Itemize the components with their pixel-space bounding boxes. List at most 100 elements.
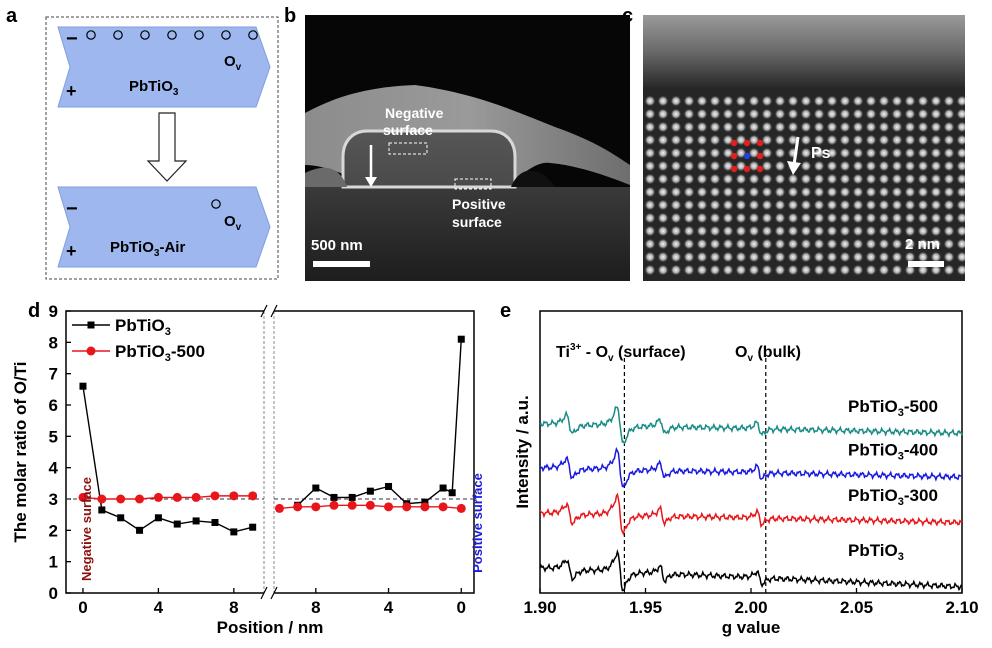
data-point-0 bbox=[330, 493, 338, 501]
legend-label: PbTiO3 bbox=[115, 316, 171, 338]
oxygen-vacancy-bottom bbox=[211, 199, 221, 209]
y-axis-label: The molar ratio of O/Ti bbox=[11, 361, 30, 542]
break-mark bbox=[260, 304, 268, 318]
series-line-0-right bbox=[297, 339, 462, 506]
y-tick-label: 8 bbox=[49, 333, 58, 352]
annotation-surface: Ti3+ - Ov (surface) bbox=[556, 342, 686, 364]
data-point-0 bbox=[136, 526, 144, 534]
plus-sign-bottom: + bbox=[66, 241, 77, 261]
legend-label: PbTiO3-500 bbox=[115, 342, 205, 364]
unit-cell-overlay bbox=[730, 139, 764, 173]
minus-sign-bottom: − bbox=[66, 198, 78, 220]
data-point-1 bbox=[293, 502, 303, 512]
spectrum-1 bbox=[539, 492, 963, 536]
x-tick-label: 0 bbox=[78, 598, 87, 617]
data-point-1 bbox=[311, 502, 321, 512]
negative-surface-annotation: Negative surface bbox=[79, 477, 94, 581]
x-tick-label: 0 bbox=[457, 598, 466, 617]
spectrum-label-2: PbTiO3-400 bbox=[848, 441, 938, 463]
atom-lattice bbox=[644, 95, 965, 276]
minus-sign-top: − bbox=[66, 28, 78, 50]
oxygen-vacancies-top bbox=[86, 30, 258, 40]
spectrum-label-1: PbTiO3-300 bbox=[848, 486, 938, 508]
scale-bar-label-c: 2 nm bbox=[905, 236, 940, 253]
spectrum-2 bbox=[539, 446, 963, 488]
data-point-1 bbox=[248, 491, 258, 501]
x-tick-label: 2.10 bbox=[945, 598, 978, 617]
data-point-0 bbox=[312, 484, 320, 492]
ov-label-top: Ov bbox=[224, 53, 242, 73]
legend-marker bbox=[87, 321, 95, 329]
data-point-1 bbox=[329, 500, 339, 510]
ov-label-bottom: Ov bbox=[224, 213, 242, 233]
data-point-1 bbox=[210, 491, 220, 501]
x-tick-label: 1.90 bbox=[523, 598, 556, 617]
positive-surface-annotation: Positive surface bbox=[470, 473, 485, 573]
formula-bottom: PbTiO3-Air bbox=[110, 239, 185, 259]
y-axis-label: Intensity / a.u. bbox=[513, 395, 532, 508]
x-tick-label: 8 bbox=[229, 598, 238, 617]
positive-label-line1: Positive bbox=[452, 196, 506, 212]
data-point-0 bbox=[173, 520, 181, 528]
data-point-0 bbox=[366, 487, 374, 495]
data-point-1 bbox=[438, 502, 448, 512]
data-point-0 bbox=[448, 489, 456, 497]
data-point-0 bbox=[439, 484, 447, 492]
panel-label-d: d bbox=[28, 300, 41, 322]
data-point-1 bbox=[347, 500, 357, 510]
data-point-1 bbox=[274, 503, 284, 513]
surface-layer bbox=[643, 15, 965, 87]
y-tick-label: 1 bbox=[49, 553, 58, 572]
y-tick-label: 4 bbox=[49, 459, 59, 478]
data-point-1 bbox=[135, 494, 145, 504]
chart-d-frame-left bbox=[65, 310, 264, 594]
legend-marker bbox=[86, 346, 96, 356]
panel-label-e: e bbox=[500, 300, 512, 322]
polarization-arrow-c bbox=[792, 136, 800, 166]
data-point-0 bbox=[211, 519, 219, 526]
chart-d-oti-ratio: 0 1 2 3 4 5 6 7 8 9 0 4 8 8 4 0 Position / nm The molar r… bbox=[11, 302, 485, 637]
lamella-body bbox=[341, 129, 517, 189]
data-point-1 bbox=[420, 502, 430, 512]
y-tick-label: 5 bbox=[49, 427, 58, 446]
data-point-0 bbox=[348, 493, 356, 501]
panel-b-sem-image: Negative surface Positive surface 500 nm bbox=[305, 15, 630, 281]
ps-label: Ps bbox=[811, 145, 831, 162]
panel-a-dashed-frame bbox=[45, 16, 279, 280]
data-point-1 bbox=[384, 502, 394, 512]
break-mark bbox=[270, 304, 278, 318]
data-point-0 bbox=[421, 498, 429, 506]
data-point-0 bbox=[230, 528, 238, 536]
x-tick-label: 2.00 bbox=[734, 598, 767, 617]
break-mark bbox=[260, 586, 268, 600]
chart-e-epr-spectra: 1.90 1.95 2.00 2.05 2.10 g value Intensity / a… bbox=[513, 310, 979, 637]
data-point-1 bbox=[191, 492, 201, 502]
data-point-0 bbox=[457, 335, 465, 343]
scale-bar-c bbox=[908, 261, 944, 267]
x-tick-label: 4 bbox=[384, 598, 394, 617]
positive-label-line2: surface bbox=[452, 214, 502, 230]
data-point-1 bbox=[229, 491, 239, 501]
scale-bar-label-b: 500 nm bbox=[311, 237, 363, 254]
panel-a-schematic: − + Ov PbTiO3 − + Ov PbTiO3-Air bbox=[45, 16, 279, 280]
negative-label-line2: surface bbox=[383, 122, 433, 138]
panel-label-b: b bbox=[284, 5, 297, 27]
chart-d-frame-right bbox=[274, 310, 475, 594]
data-point-0 bbox=[117, 514, 125, 522]
scale-bar-b bbox=[313, 261, 370, 267]
series-line-0-left bbox=[82, 386, 253, 533]
data-point-1 bbox=[153, 492, 163, 502]
positive-surface-box bbox=[454, 178, 492, 190]
y-tick-label: 6 bbox=[49, 396, 58, 415]
x-axis-label: g value bbox=[722, 618, 781, 637]
x-tick-label: 2.05 bbox=[840, 598, 873, 617]
data-point-0 bbox=[385, 482, 393, 490]
data-point-1 bbox=[402, 502, 412, 512]
data-point-0 bbox=[79, 382, 87, 390]
data-point-0 bbox=[249, 523, 257, 531]
spectrum-label-3: PbTiO3-500 bbox=[848, 397, 938, 419]
data-point-0 bbox=[192, 517, 200, 525]
spectrum-label-0: PbTiO3 bbox=[848, 541, 904, 563]
formula-top: PbTiO3 bbox=[129, 78, 179, 98]
hexagon-bottom bbox=[57, 186, 271, 268]
